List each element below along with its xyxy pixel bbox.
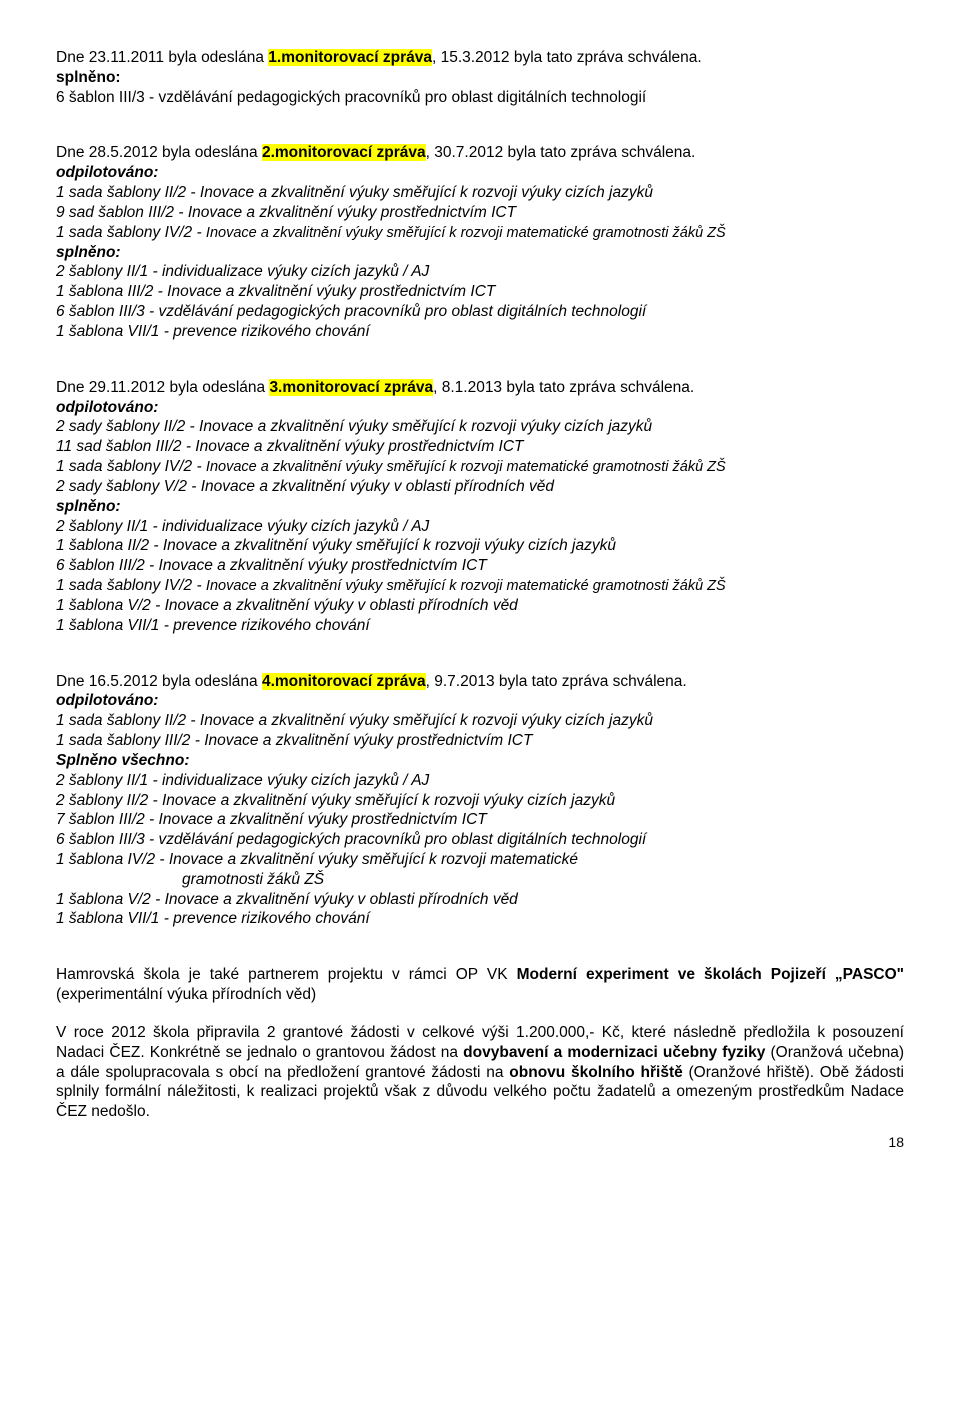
section-1: Dne 23.11.2011 byla odeslána 1.monitorov…: [56, 48, 904, 107]
text: Inovace a zkvalitnění výuky směřující k …: [206, 578, 726, 594]
text-bold: dovybavení a modernizaci učebny fyziky: [463, 1044, 765, 1061]
line: 1 šablona III/2 - Inovace a zkvalitnění …: [56, 282, 904, 302]
line: 1 sada šablony IV/2 - Inovace a zkvalitn…: [56, 576, 904, 596]
text-bold: Moderní experiment ve školách Pojizeří „…: [517, 966, 904, 983]
line: 1 šablona V/2 - Inovace a zkvalitnění vý…: [56, 596, 904, 616]
line: 2 šablony II/1 - individualizace výuky c…: [56, 262, 904, 282]
line: 1 šablona V/2 - Inovace a zkvalitnění vý…: [56, 890, 904, 910]
label-odpilotovano: odpilotováno:: [56, 398, 904, 418]
text: (experimentální výuka přírodních věd): [56, 986, 316, 1003]
text: , 8.1.2013 byla tato zpráva schválena.: [433, 379, 694, 396]
line: 1 sada šablony III/2 - Inovace a zkvalit…: [56, 731, 904, 751]
line: 9 sad šablon III/2 - Inovace a zkvalitně…: [56, 203, 904, 223]
text-bold: obnovu školního hřiště: [509, 1064, 682, 1081]
label-odpilotovano: odpilotováno:: [56, 691, 904, 711]
text: Inovace a zkvalitnění výuky směřující k …: [206, 459, 726, 475]
line: 1 šablona VII/1 - prevence rizikového ch…: [56, 616, 904, 636]
text: Dne 28.5.2012 byla odeslána: [56, 144, 262, 161]
highlight-title: 3.monitorovací zpráva: [269, 379, 433, 396]
line: 2 šablony II/1 - individualizace výuky c…: [56, 771, 904, 791]
line: 1 šablona VII/1 - prevence rizikového ch…: [56, 322, 904, 342]
line: 2 sady šablony V/2 - Inovace a zkvalitně…: [56, 477, 904, 497]
text: Dne 23.11.2011 byla odeslána: [56, 49, 268, 66]
text: Inovace a zkvalitnění výuky směřující k …: [206, 225, 726, 241]
line: 1 šablona IV/2 - Inovace a zkvalitnění v…: [56, 850, 904, 870]
line: 6 šablon III/3 - vzdělávání pedagogickýc…: [56, 302, 904, 322]
line-indent: gramotnosti žáků ZŠ: [182, 870, 904, 890]
page-number: 18: [56, 1134, 904, 1152]
line: Dne 28.5.2012 byla odeslána 2.monitorova…: [56, 143, 904, 163]
highlight-title: 1.monitorovací zpráva: [268, 49, 432, 66]
text: , 30.7.2012 byla tato zpráva schválena.: [426, 144, 696, 161]
text: , 9.7.2013 byla tato zpráva schválena.: [426, 673, 687, 690]
label-splneno: splněno:: [56, 243, 904, 263]
text: Dne 16.5.2012 byla odeslána: [56, 673, 262, 690]
line: 1 šablona II/2 - Inovace a zkvalitnění v…: [56, 536, 904, 556]
label-splneno-vsechno: Splněno všechno:: [56, 751, 904, 771]
line: 11 sad šablon III/2 - Inovace a zkvalitn…: [56, 437, 904, 457]
text: 1 sada šablony IV/2 -: [56, 224, 206, 241]
section-4: Dne 16.5.2012 byla odeslána 4.monitorova…: [56, 672, 904, 930]
label-odpilotovano: odpilotováno:: [56, 163, 904, 183]
line: 1 sada šablony II/2 - Inovace a zkvalitn…: [56, 711, 904, 731]
line: 1 sada šablony IV/2 - Inovace a zkvalitn…: [56, 457, 904, 477]
text: , 15.3.2012 byla tato zpráva schválena.: [432, 49, 702, 66]
line: 6 šablon III/2 - Inovace a zkvalitnění v…: [56, 556, 904, 576]
line: 2 sady šablony II/2 - Inovace a zkvalitn…: [56, 417, 904, 437]
line: 1 sada šablony II/2 - Inovace a zkvalitn…: [56, 183, 904, 203]
text: 1 sada šablony IV/2 -: [56, 458, 206, 475]
line: 6 šablon III/3 - vzdělávání pedagogickýc…: [56, 88, 904, 108]
line: 2 šablony II/2 - Inovace a zkvalitnění v…: [56, 791, 904, 811]
paragraph-grants: V roce 2012 škola připravila 2 grantové …: [56, 1023, 904, 1122]
paragraph-partner: Hamrovská škola je také partnerem projek…: [56, 965, 904, 1005]
section-3: Dne 29.11.2012 byla odeslána 3.monitorov…: [56, 378, 904, 636]
highlight-title: 2.monitorovací zpráva: [262, 144, 426, 161]
label-splneno: splněno:: [56, 497, 904, 517]
label-splneno: splněno:: [56, 68, 904, 88]
section-2: Dne 28.5.2012 byla odeslána 2.monitorova…: [56, 143, 904, 341]
text: Hamrovská škola je také partnerem projek…: [56, 966, 517, 983]
line: Dne 29.11.2012 byla odeslána 3.monitorov…: [56, 378, 904, 398]
line: 7 šablon III/2 - Inovace a zkvalitnění v…: [56, 810, 904, 830]
text: Dne 29.11.2012 byla odeslána: [56, 379, 269, 396]
line: 1 šablona VII/1 - prevence rizikového ch…: [56, 909, 904, 929]
line: Dne 23.11.2011 byla odeslána 1.monitorov…: [56, 48, 904, 68]
line: 6 šablon III/3 - vzdělávání pedagogickýc…: [56, 830, 904, 850]
line: Dne 16.5.2012 byla odeslána 4.monitorova…: [56, 672, 904, 692]
line: 2 šablony II/1 - individualizace výuky c…: [56, 517, 904, 537]
line: 1 sada šablony IV/2 - Inovace a zkvalitn…: [56, 223, 904, 243]
highlight-title: 4.monitorovací zpráva: [262, 673, 426, 690]
text: 1 sada šablony IV/2 -: [56, 577, 206, 594]
